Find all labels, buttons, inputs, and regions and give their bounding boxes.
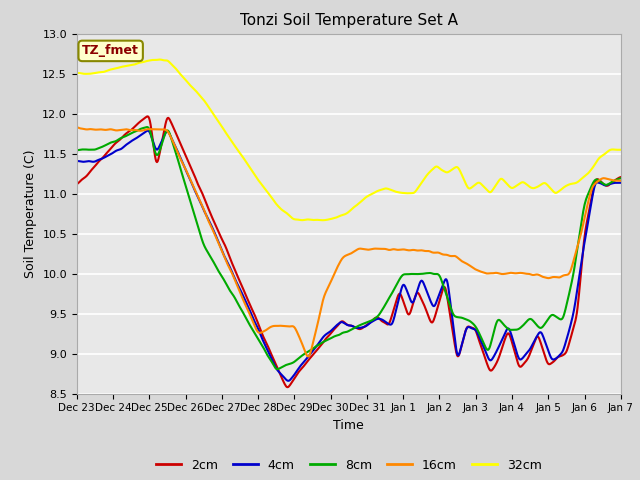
Line: 32cm: 32cm — [77, 60, 621, 220]
16cm — [137, 128, 145, 133]
4cm — [73, 158, 81, 164]
2cm — [264, 344, 272, 350]
32cm — [437, 167, 445, 172]
4cm — [406, 296, 414, 302]
Y-axis label: Soil Temperature (C): Soil Temperature (C) — [24, 149, 36, 278]
4cm — [237, 289, 245, 295]
Text: TZ_fmet: TZ_fmet — [82, 44, 139, 58]
16cm — [284, 324, 292, 329]
8cm — [264, 354, 272, 360]
4cm — [617, 180, 625, 186]
2cm — [437, 294, 445, 300]
16cm — [617, 178, 625, 184]
16cm — [264, 326, 271, 332]
16cm — [304, 354, 312, 360]
8cm — [406, 271, 414, 277]
32cm — [264, 190, 272, 196]
4cm — [284, 378, 292, 384]
2cm — [406, 310, 414, 316]
32cm — [319, 217, 327, 223]
16cm — [436, 250, 444, 256]
2cm — [137, 119, 145, 124]
32cm — [137, 60, 145, 65]
4cm — [137, 132, 145, 138]
2cm — [285, 383, 293, 388]
16cm — [73, 124, 81, 130]
16cm — [406, 248, 413, 253]
2cm — [617, 174, 625, 180]
Line: 4cm: 4cm — [77, 131, 621, 381]
Line: 16cm: 16cm — [77, 127, 621, 357]
8cm — [437, 275, 445, 281]
2cm — [284, 384, 291, 390]
32cm — [237, 152, 245, 158]
2cm — [237, 282, 245, 288]
8cm — [617, 176, 625, 181]
8cm — [143, 124, 151, 130]
2cm — [144, 113, 152, 119]
32cm — [156, 57, 164, 62]
8cm — [137, 126, 145, 132]
16cm — [237, 291, 244, 297]
8cm — [285, 361, 293, 367]
Legend: 2cm, 4cm, 8cm, 16cm, 32cm: 2cm, 4cm, 8cm, 16cm, 32cm — [151, 454, 547, 477]
4cm — [285, 377, 293, 383]
32cm — [406, 190, 414, 196]
Line: 8cm: 8cm — [77, 127, 621, 369]
32cm — [617, 147, 625, 153]
2cm — [73, 181, 81, 187]
Line: 2cm: 2cm — [77, 116, 621, 387]
4cm — [437, 288, 445, 294]
8cm — [237, 307, 245, 312]
X-axis label: Time: Time — [333, 419, 364, 432]
8cm — [274, 366, 282, 372]
32cm — [73, 70, 81, 76]
4cm — [144, 128, 152, 133]
8cm — [73, 147, 81, 153]
32cm — [285, 212, 292, 218]
4cm — [264, 349, 272, 355]
Title: Tonzi Soil Temperature Set A: Tonzi Soil Temperature Set A — [240, 13, 458, 28]
